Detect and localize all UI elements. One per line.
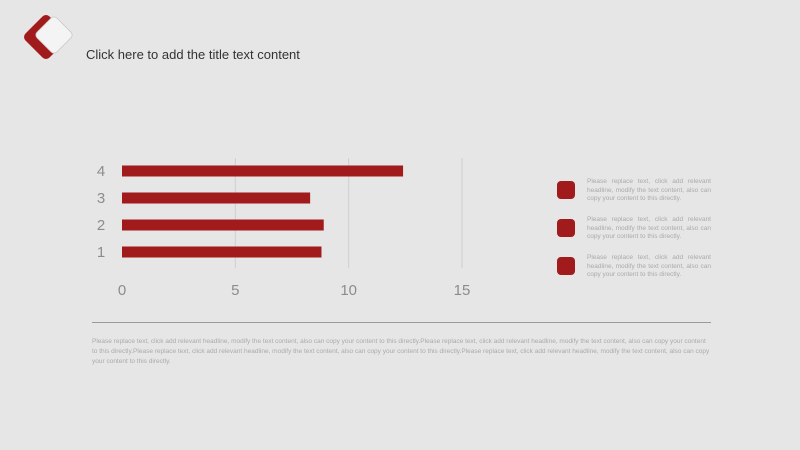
bar [122,165,404,177]
category-label: 1 [97,244,105,261]
chart-bars [122,165,404,258]
red-diamond-icon [24,15,73,59]
legend-item: Please replace text, click add relevant … [557,178,712,216]
legend-swatch [557,181,575,199]
legend-item: Please replace text, click add relevant … [557,254,712,292]
bar [122,246,322,258]
legend-text: Please replace text, click add relevant … [587,178,711,202]
legend-swatch [557,219,575,237]
x-tick-label: 15 [454,282,471,299]
legend: Please replace text, click add relevant … [557,178,712,292]
chart-x-tick-labels: 0 5 10 15 [118,282,471,299]
x-tick-label: 5 [231,282,239,299]
bar [122,219,324,231]
slide-title: Click here to add the title text content [86,47,300,62]
footer-paragraph: Please replace text, click add relevant … [92,338,710,365]
bar [122,192,311,204]
legend-text: Please replace text, click add relevant … [587,216,711,240]
category-label: 4 [97,163,105,180]
legend-item: Please replace text, click add relevant … [557,216,712,254]
x-tick-label: 10 [340,282,357,299]
category-label: 2 [97,217,105,234]
x-tick-label: 0 [118,282,126,299]
legend-text: Please replace text, click add relevant … [587,254,711,278]
category-label: 3 [97,190,105,207]
legend-swatch [557,257,575,275]
divider [92,322,711,323]
chart-category-labels: 1 2 3 4 [97,163,105,261]
